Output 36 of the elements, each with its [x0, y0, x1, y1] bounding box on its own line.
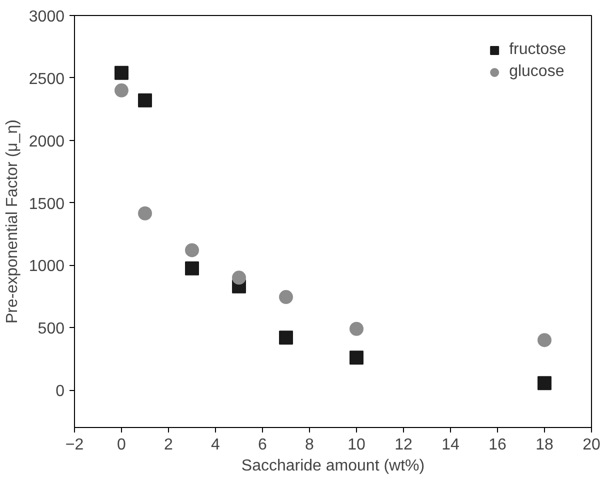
x-tick-label: 18 — [536, 436, 554, 454]
x-tick-label: 10 — [348, 436, 366, 454]
x-tick-label: 20 — [582, 436, 600, 454]
point — [114, 66, 128, 80]
point — [114, 83, 128, 98]
point — [538, 376, 552, 390]
legend-label: fructose — [509, 41, 566, 59]
y-tick-label: 1000 — [28, 258, 65, 276]
x-tick-label: 0 — [117, 436, 126, 454]
point — [185, 261, 199, 276]
legend-label: glucose — [509, 63, 564, 81]
y-tick-label: 2500 — [28, 70, 65, 88]
x-tick-label: 4 — [211, 436, 220, 454]
y-axis-title: Pre-exponential Factor (μ_η) — [4, 120, 21, 324]
point — [185, 243, 199, 258]
point — [350, 322, 364, 336]
y-tick-label: 2000 — [28, 133, 65, 150]
point — [138, 206, 152, 220]
x-axis-title: Saccharide amount (wt%) — [241, 458, 425, 474]
y-tick-label: 3000 — [28, 8, 65, 26]
x-tick-label: 14 — [442, 436, 460, 454]
point — [538, 333, 552, 348]
x-tick-label: 8 — [305, 436, 314, 454]
x-tick-label: 16 — [488, 436, 506, 454]
point — [138, 93, 152, 108]
point — [350, 350, 364, 365]
x-tick-label: 2 — [164, 436, 174, 454]
y-tick-label: 0 — [56, 383, 65, 400]
y-tick-label: 500 — [38, 320, 65, 338]
point — [279, 290, 293, 304]
x-tick-label: −2 — [65, 436, 84, 454]
point — [232, 270, 246, 285]
point — [279, 330, 293, 345]
x-tick-label: 12 — [394, 436, 412, 454]
x-tick-label: 6 — [258, 436, 268, 454]
y-tick-label: 1500 — [28, 196, 65, 213]
